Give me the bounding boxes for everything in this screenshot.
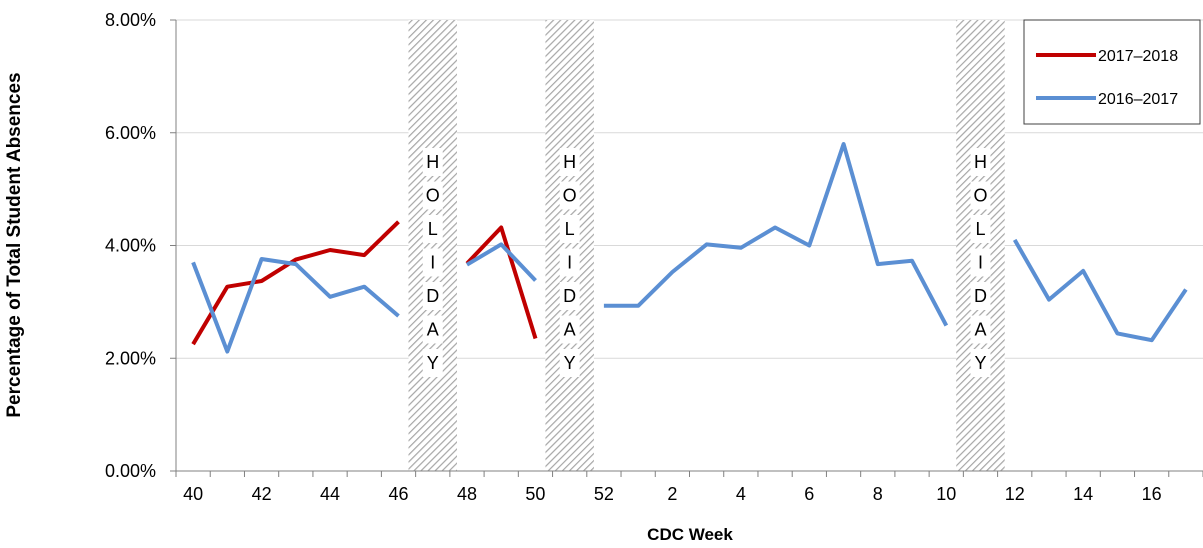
holiday-letter: D bbox=[974, 286, 987, 306]
holiday-letter-bg bbox=[422, 282, 443, 310]
x-tick-label: 10 bbox=[936, 484, 956, 504]
holiday-letter-bg bbox=[559, 248, 580, 277]
holiday-letter: D bbox=[563, 286, 576, 306]
holiday-letter: I bbox=[567, 253, 572, 273]
holiday-letter-bg bbox=[422, 148, 443, 176]
legend-label: 2017–2018 bbox=[1098, 48, 1178, 65]
holiday-letter-bg bbox=[970, 282, 991, 310]
series-lines bbox=[191, 142, 1188, 354]
holiday-letter-bg bbox=[559, 282, 580, 310]
holiday-letter-bg bbox=[422, 181, 443, 210]
holiday-letter-bg bbox=[422, 215, 443, 243]
holiday-letter-bg bbox=[970, 248, 991, 277]
holiday-letter: L bbox=[565, 219, 575, 239]
holiday-letter: O bbox=[563, 186, 577, 206]
x-tick-label: 16 bbox=[1142, 484, 1162, 504]
x-tick-label: 12 bbox=[1005, 484, 1025, 504]
holiday-letter-bg bbox=[422, 315, 443, 344]
holiday-letter-bg bbox=[422, 248, 443, 277]
holiday-letter-bg bbox=[970, 148, 991, 176]
x-tick-label: 52 bbox=[594, 484, 614, 504]
holiday-letter: I bbox=[430, 253, 435, 273]
holiday-band bbox=[956, 20, 1005, 471]
holiday-band bbox=[408, 20, 457, 471]
holiday-letter: A bbox=[564, 320, 576, 340]
x-tick-label: 4 bbox=[736, 484, 746, 504]
holiday-letter-bg bbox=[559, 349, 580, 377]
holiday-letter-bg bbox=[970, 315, 991, 344]
y-tick-label: 0.00% bbox=[105, 461, 156, 481]
x-tick-label: 46 bbox=[389, 484, 409, 504]
legend-label: 2016–2017 bbox=[1098, 91, 1178, 108]
y-tick-label: 8.00% bbox=[105, 10, 156, 30]
x-tick-label: 14 bbox=[1073, 484, 1093, 504]
holiday-letter: H bbox=[563, 152, 576, 172]
holiday-letter: Y bbox=[974, 353, 986, 373]
x-tick-label: 50 bbox=[525, 484, 545, 504]
holiday-letter: O bbox=[426, 186, 440, 206]
holiday-letter-bg bbox=[559, 181, 580, 210]
y-tick-label: 6.00% bbox=[105, 123, 156, 143]
axes: 0.00%2.00%4.00%6.00%8.00%40 42 44 46 48 50 52 2… bbox=[105, 10, 1203, 504]
holiday-letter-bg bbox=[559, 315, 580, 344]
y-tick-label: 2.00% bbox=[105, 348, 156, 368]
holiday-letter: Y bbox=[427, 353, 439, 373]
holiday-letter-bg bbox=[559, 148, 580, 176]
holiday-letter-bg bbox=[970, 181, 991, 210]
holiday-band bbox=[545, 20, 594, 471]
x-axis-title: CDC Week bbox=[647, 525, 733, 544]
holiday-letter: H bbox=[974, 152, 987, 172]
holiday-letter: L bbox=[975, 219, 985, 239]
x-tick-label: 2 bbox=[667, 484, 677, 504]
holiday-letter: Y bbox=[564, 353, 576, 373]
series-line bbox=[191, 142, 1188, 354]
holiday-letter: H bbox=[426, 152, 439, 172]
x-tick-label: 42 bbox=[252, 484, 272, 504]
series-line bbox=[191, 220, 538, 346]
holiday-letter-bg bbox=[559, 215, 580, 243]
legend: 2017–2018 2016–2017 bbox=[1023, 19, 1201, 125]
holiday-letter-bg bbox=[970, 349, 991, 377]
x-tick-label: 44 bbox=[320, 484, 340, 504]
holiday-letter: O bbox=[973, 186, 987, 206]
x-tick-label: 8 bbox=[873, 484, 883, 504]
holiday-letter-bg bbox=[422, 349, 443, 377]
y-tick-label: 4.00% bbox=[105, 236, 156, 256]
holiday-letter-bg bbox=[970, 215, 991, 243]
holiday-letter: L bbox=[428, 219, 438, 239]
x-tick-label: 48 bbox=[457, 484, 477, 504]
holiday-letter: A bbox=[427, 320, 439, 340]
y-axis-title: Percentage of Total Student Absences bbox=[4, 72, 25, 417]
holiday-letter: A bbox=[974, 320, 986, 340]
holiday-letter: I bbox=[978, 253, 983, 273]
holiday-letter: D bbox=[426, 286, 439, 306]
x-tick-label: 40 bbox=[183, 484, 203, 504]
x-tick-label: 6 bbox=[804, 484, 814, 504]
